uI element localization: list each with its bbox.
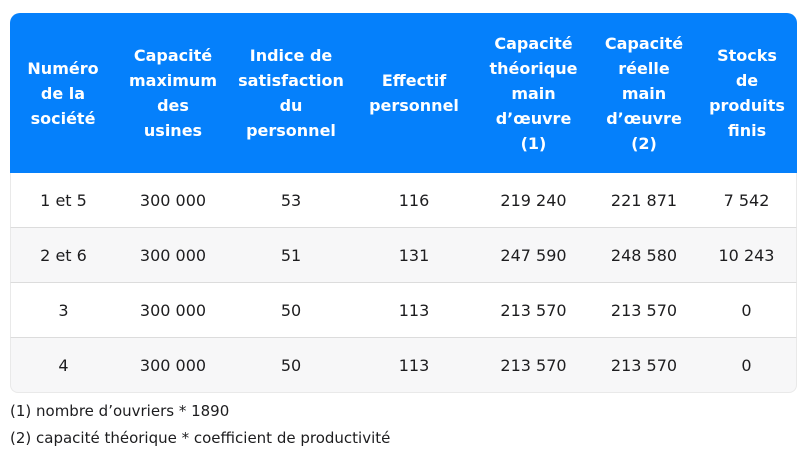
table-header: Numéro de la société Capacité maximum de…	[10, 13, 797, 173]
companies-results-table: Numéro de la société Capacité maximum de…	[10, 13, 797, 393]
cell-capacite-theorique: 247 590	[476, 228, 591, 283]
cell-numero-societe: 3	[10, 283, 116, 338]
cell-effectif-personnel: 131	[352, 228, 476, 283]
column-header-indice-satisfaction: Indice de satisfaction du personnel	[230, 13, 352, 173]
cell-indice-satisfaction: 51	[230, 228, 352, 283]
cell-numero-societe: 4	[10, 338, 116, 393]
footnote-1: (1) nombre d’ouvriers * 1890	[10, 402, 230, 420]
column-header-capacite-maximum: Capacité maximum des usines	[116, 13, 230, 173]
column-header-stocks-produits: Stocks de produits finis	[697, 13, 797, 173]
header-row: Numéro de la société Capacité maximum de…	[10, 13, 797, 173]
column-header-effectif-personnel: Effectif personnel	[352, 13, 476, 173]
column-header-numero-societe: Numéro de la société	[10, 13, 116, 173]
cell-capacite-reelle: 221 871	[591, 173, 697, 228]
table-row-societe-4: 4 300 000 50 113 213 570 213 570 0	[10, 338, 797, 393]
table-body: 1 et 5 300 000 53 116 219 240 221 871 7 …	[10, 173, 797, 393]
table-row-societe-2-6: 2 et 6 300 000 51 131 247 590 248 580 10…	[10, 228, 797, 283]
cell-capacite-maximum: 300 000	[116, 283, 230, 338]
cell-numero-societe: 2 et 6	[10, 228, 116, 283]
footnotes: (1) nombre d’ouvriers * 1890 (2) capacit…	[10, 402, 797, 448]
cell-capacite-maximum: 300 000	[116, 173, 230, 228]
cell-capacite-reelle: 248 580	[591, 228, 697, 283]
table-row-societe-1-5: 1 et 5 300 000 53 116 219 240 221 871 7 …	[10, 173, 797, 228]
cell-capacite-maximum: 300 000	[116, 338, 230, 393]
cell-indice-satisfaction: 53	[230, 173, 352, 228]
cell-stocks-produits: 0	[697, 338, 797, 393]
cell-capacite-theorique: 219 240	[476, 173, 591, 228]
cell-effectif-personnel: 116	[352, 173, 476, 228]
cell-effectif-personnel: 113	[352, 283, 476, 338]
cell-capacite-reelle: 213 570	[591, 338, 697, 393]
cell-numero-societe: 1 et 5	[10, 173, 116, 228]
cell-effectif-personnel: 113	[352, 338, 476, 393]
table-row-societe-3: 3 300 000 50 113 213 570 213 570 0	[10, 283, 797, 338]
cell-stocks-produits: 7 542	[697, 173, 797, 228]
footnote-2: (2) capacité théorique * coefficient de …	[10, 429, 391, 447]
cell-capacite-theorique: 213 570	[476, 338, 591, 393]
cell-capacite-theorique: 213 570	[476, 283, 591, 338]
cell-stocks-produits: 10 243	[697, 228, 797, 283]
cell-capacite-reelle: 213 570	[591, 283, 697, 338]
column-header-capacite-theorique: Capacité théorique main d’œuvre (1)	[476, 13, 591, 173]
cell-capacite-maximum: 300 000	[116, 228, 230, 283]
cell-stocks-produits: 0	[697, 283, 797, 338]
column-header-capacite-reelle: Capacité réelle main d’œuvre (2)	[591, 13, 697, 173]
cell-indice-satisfaction: 50	[230, 338, 352, 393]
cell-indice-satisfaction: 50	[230, 283, 352, 338]
